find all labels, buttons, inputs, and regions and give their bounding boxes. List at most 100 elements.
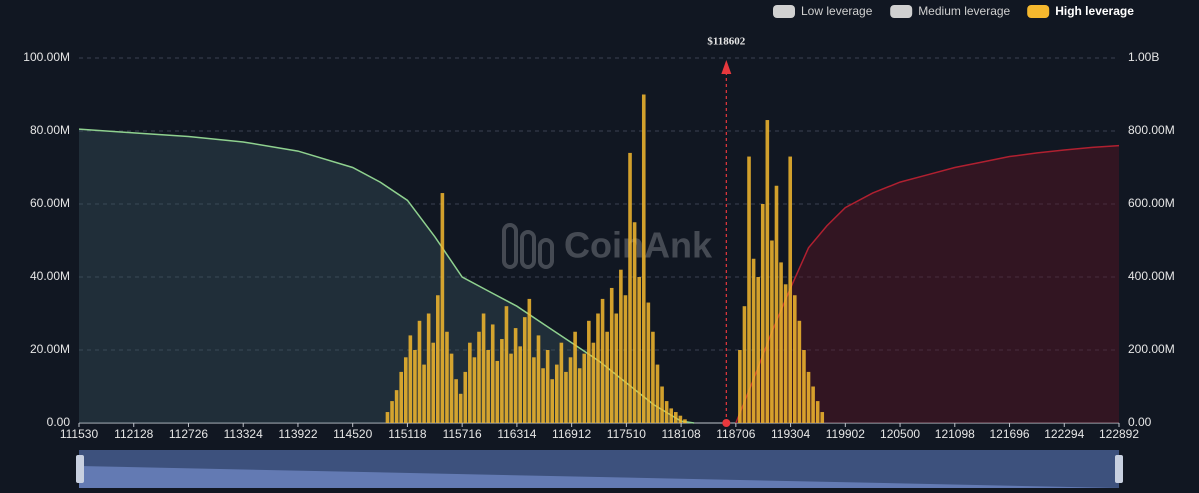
area — [735, 145, 1119, 423]
x-tick-label: 113324 — [224, 427, 263, 441]
bar — [449, 353, 454, 423]
x-tick-label: 119304 — [771, 427, 810, 441]
bar — [788, 156, 793, 424]
bar — [440, 193, 445, 423]
area — [79, 129, 695, 424]
bar — [541, 368, 545, 423]
bar — [559, 342, 564, 423]
bar — [669, 408, 674, 423]
watermark: CoinAnk — [502, 223, 713, 269]
bar — [797, 320, 802, 423]
bar — [806, 371, 811, 423]
bar — [408, 335, 413, 423]
bar — [820, 412, 825, 423]
bar — [747, 156, 751, 424]
bar — [664, 401, 669, 423]
x-tick-label: 115118 — [388, 427, 427, 441]
bar — [454, 379, 458, 423]
bar — [596, 313, 600, 423]
bar — [463, 371, 468, 423]
bar — [417, 320, 422, 423]
bar — [490, 324, 495, 423]
x-tick-label: 120500 — [880, 427, 920, 441]
y-tick-label: 20.00M — [30, 342, 70, 356]
bar — [760, 204, 765, 423]
bar — [477, 331, 481, 423]
bar — [632, 222, 637, 423]
bar — [390, 401, 394, 423]
bar — [591, 342, 596, 423]
bar — [422, 364, 426, 423]
bar — [605, 331, 609, 423]
price-label: $118602 — [707, 36, 745, 48]
y2-tick-label: 200.00M — [1128, 342, 1175, 356]
bar — [792, 295, 797, 423]
bar — [815, 401, 820, 423]
watermark-icon — [520, 230, 536, 269]
bar — [518, 346, 522, 423]
bar — [458, 393, 463, 423]
legend-label: High leverage — [1055, 4, 1134, 18]
slider-handle[interactable] — [76, 455, 84, 483]
watermark-icon — [538, 238, 554, 269]
bar — [683, 419, 687, 423]
bar — [738, 350, 742, 423]
bar — [641, 94, 646, 423]
bar — [582, 353, 587, 423]
bar — [468, 342, 472, 423]
x-tick-label: 116314 — [497, 427, 536, 441]
bar — [783, 284, 788, 423]
legend-swatch[interactable] — [1027, 5, 1050, 18]
bar — [426, 313, 431, 423]
bar — [550, 379, 555, 423]
bar — [568, 357, 573, 423]
x-tick-label: 117510 — [607, 427, 646, 441]
y-tick-label: 60.00M — [30, 196, 70, 210]
bar — [532, 357, 536, 423]
bar — [472, 357, 477, 423]
legend-swatch[interactable] — [773, 5, 795, 18]
x-tick-label: 111530 — [60, 427, 99, 441]
bar — [765, 120, 770, 424]
bar — [399, 371, 403, 423]
bar — [673, 412, 678, 423]
bar — [623, 295, 628, 423]
bar — [742, 306, 747, 423]
legend-label: Low leverage — [801, 4, 873, 18]
bar — [555, 364, 559, 423]
bar — [385, 412, 390, 423]
slider-window — [79, 450, 1119, 488]
bar — [522, 317, 527, 423]
bar — [564, 371, 568, 423]
bar — [609, 287, 614, 423]
bar — [403, 357, 408, 423]
bar — [577, 368, 582, 423]
bar — [678, 415, 683, 423]
y-tick-label: 80.00M — [30, 123, 70, 137]
x-tick-label: 122294 — [1044, 427, 1084, 441]
bar — [628, 152, 632, 423]
x-tick-label: 113922 — [278, 427, 317, 441]
zoom-slider[interactable] — [76, 450, 1123, 488]
bar — [513, 328, 518, 423]
x-tick-label: 112726 — [169, 427, 208, 441]
price-dot — [722, 419, 731, 427]
y-tick-label: 0.00 — [47, 415, 71, 429]
legend-swatch[interactable] — [890, 5, 913, 18]
bar — [600, 298, 605, 423]
bar — [394, 390, 399, 423]
bar — [770, 240, 774, 423]
bar — [445, 331, 449, 423]
bar — [756, 277, 760, 423]
y2-tick-label: 600.00M — [1128, 196, 1175, 210]
bar — [413, 350, 417, 423]
x-tick-label: 116912 — [552, 427, 591, 441]
slider-handle[interactable] — [1115, 455, 1123, 483]
y2-tick-label: 0.00 — [1128, 415, 1152, 429]
bar — [660, 386, 664, 423]
bar — [545, 350, 550, 423]
y2-tick-label: 400.00M — [1128, 269, 1175, 283]
bar — [614, 313, 619, 423]
